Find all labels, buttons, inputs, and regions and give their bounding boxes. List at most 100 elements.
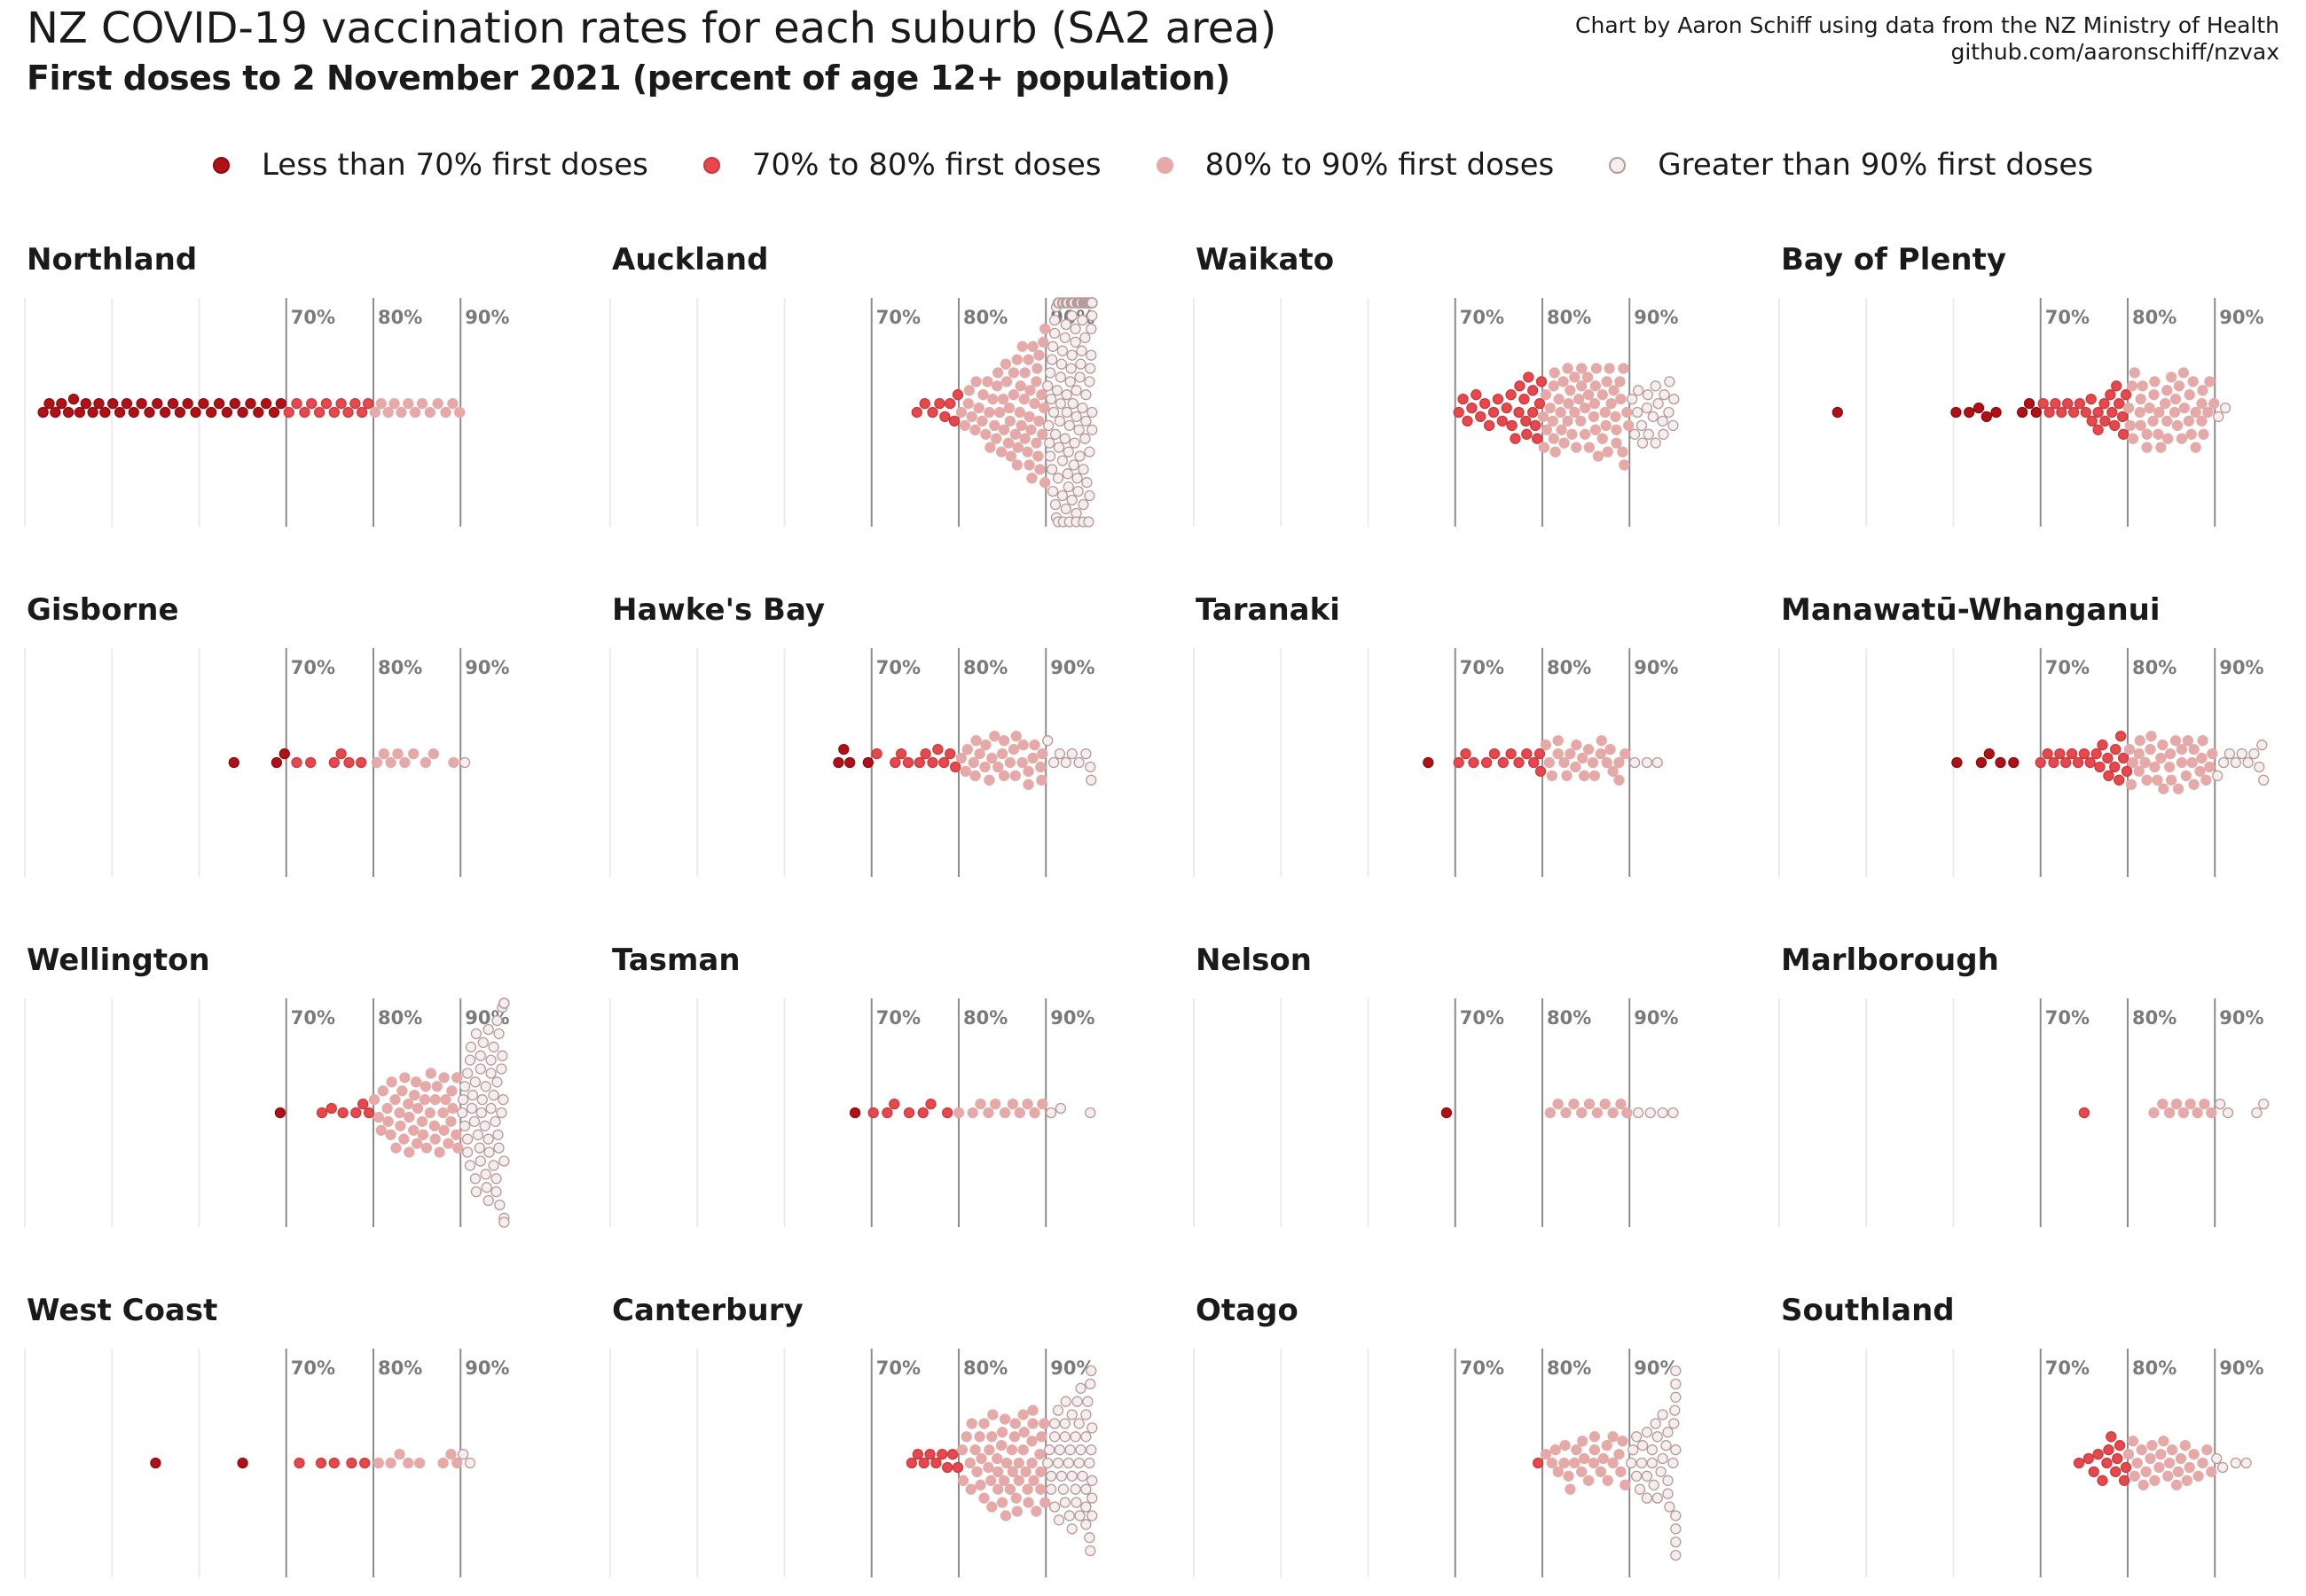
data-point [150,1457,161,1469]
data-point [485,1054,497,1066]
data-point [2258,774,2270,786]
data-point [1009,770,1021,782]
data-point [1588,397,1601,410]
data-point [2134,735,2145,747]
data-point [1668,1418,1680,1429]
data-point [43,397,55,410]
data-point [375,397,387,410]
data-point [1607,765,1619,778]
data-point [1016,419,1027,432]
data-point [1620,1479,1631,1490]
data-point [328,406,340,419]
data-point [403,397,414,410]
data-point [1667,419,1679,432]
reference-label: 70% [2045,307,2090,328]
data-point [424,1107,435,1119]
data-point [1080,747,1092,760]
data-point [1513,756,1525,769]
caption-source-link[interactable]: github.com/aaronschiff/nzvax [1950,39,2279,65]
data-point [2204,761,2216,773]
data-point [93,397,105,410]
reference-label: 70% [876,657,921,678]
data-point [1035,761,1047,773]
data-point [1029,1107,1040,1119]
data-point [946,1448,959,1460]
data-point [2201,1444,2213,1456]
facet-title: Northland [27,242,197,278]
data-point [1532,1457,1544,1469]
data-point [1063,1510,1075,1522]
data-point [1031,437,1042,449]
data-point [206,406,217,419]
data-point [1601,1440,1612,1451]
data-point [1510,433,1521,444]
data-point [1540,739,1552,751]
data-point [977,389,989,401]
data-point [862,756,874,769]
data-point [1657,415,1668,427]
data-point [980,428,992,440]
data-point [1074,1510,1086,1522]
data-point [457,1107,468,1119]
data-point [1048,314,1061,326]
data-point [1086,297,1098,309]
data-point [2172,783,2184,794]
facet-taranaki: Taranaki 70% 80% 90% [1193,592,1678,877]
data-point [429,1094,441,1106]
data-point [927,406,938,419]
reference-label: 80% [963,657,1008,678]
data-point [390,1142,402,1154]
data-point [1036,389,1047,401]
data-point [475,1050,486,1061]
data-point [420,756,432,769]
data-point [1023,765,1034,778]
data-point [2127,756,2139,769]
data-point [2148,389,2160,401]
data-point [2110,1466,2122,1478]
data-point [2137,380,2148,392]
data-point [1066,309,1078,322]
data-point [1023,354,1034,365]
data-point [482,1194,494,1207]
reference-label: 80% [1547,1357,1591,1379]
facet-west-coast: West Coast 70% 80% 90% [24,1293,509,1577]
data-point [1662,1475,1674,1486]
data-point [2072,756,2084,769]
data-point [1651,756,1663,769]
data-point [389,1094,401,1106]
data-point [2090,747,2102,760]
chart-caption: Chart by Aaron Schiff using data from th… [1575,12,2279,66]
data-point [2187,376,2199,387]
data-point [1012,442,1024,453]
data-point [1596,433,1608,444]
data-point [1664,1501,1675,1513]
data-point [1621,406,1633,419]
data-point [1045,1470,1057,1482]
data-point [2152,774,2163,786]
data-point [1080,415,1092,427]
data-point [1026,1436,1038,1447]
data-point [1035,1483,1047,1495]
data-point [2008,756,2020,769]
data-point [2050,397,2061,410]
data-point [1535,376,1548,387]
data-point [1527,385,1539,396]
data-point [989,419,1000,432]
data-point [987,393,999,405]
data-point [2169,406,2181,419]
data-point [2147,415,2159,427]
data-point [320,397,333,410]
data-point [1063,446,1074,458]
data-point [404,1111,415,1123]
data-point [1599,406,1611,419]
reference-label: 70% [2045,1007,2090,1029]
data-point [1004,1483,1016,1495]
data-point [1025,424,1037,435]
data-point [970,376,982,387]
data-point [461,1146,474,1158]
data-point [1611,424,1622,435]
data-point [1650,380,1661,392]
data-point [1061,406,1072,419]
facet-title: Southland [1781,1293,1955,1328]
data-point [1059,433,1071,444]
